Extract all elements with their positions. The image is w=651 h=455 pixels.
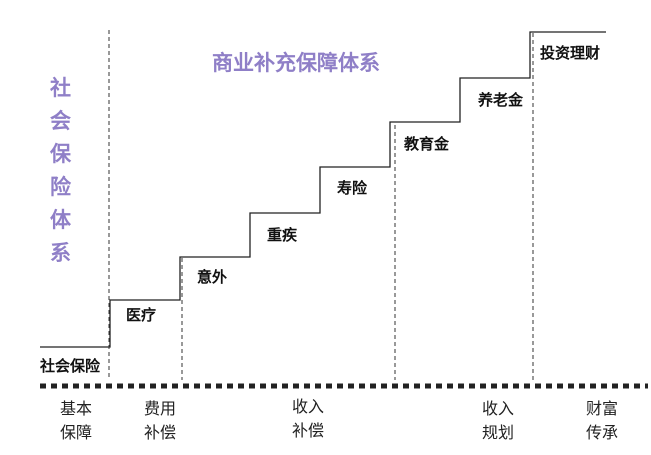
- step-investment: 投资理财: [540, 44, 600, 62]
- bottom-label-line: 收入: [292, 397, 324, 416]
- social-title-char: 系: [50, 241, 71, 265]
- bottom-label-line: 财富: [586, 399, 618, 418]
- social-title-char: 体: [50, 208, 72, 232]
- bottom-label-income-compensation: 收入 补偿: [292, 397, 324, 440]
- step-life-insurance: 寿险: [337, 179, 368, 197]
- social-insurance-title: 社 会 保 险 体 系: [49, 76, 72, 265]
- social-title-char: 社: [49, 76, 71, 100]
- bottom-label-income-planning: 收入 规划: [482, 399, 514, 442]
- bottom-label-line: 收入: [482, 399, 514, 418]
- bottom-label-basic-protection: 基本 保障: [60, 399, 92, 442]
- social-title-char: 会: [50, 109, 71, 133]
- social-title-char: 险: [50, 175, 72, 199]
- bottom-label-line: 规划: [482, 423, 514, 442]
- step-accident: 意外: [197, 268, 227, 286]
- bottom-label-cost-compensation: 费用 补偿: [144, 399, 176, 442]
- staircase-outline: [40, 31, 606, 348]
- step-medical: 医疗: [126, 306, 156, 324]
- step-social-insurance: 社会保险: [39, 357, 101, 375]
- bottom-label-line: 补偿: [144, 423, 176, 442]
- commercial-insurance-title: 商业补充保障体系: [212, 51, 380, 75]
- social-title-char: 保: [49, 142, 72, 166]
- step-pension: 养老金: [477, 91, 524, 109]
- bottom-label-line: 传承: [586, 423, 618, 442]
- bottom-label-line: 基本: [60, 399, 92, 418]
- bottom-label-wealth-inheritance: 财富 传承: [586, 399, 618, 442]
- step-critical-illness: 重疾: [267, 226, 298, 244]
- bottom-label-line: 保障: [60, 423, 92, 442]
- bottom-label-line: 费用: [144, 399, 176, 418]
- bottom-label-line: 补偿: [292, 421, 324, 440]
- step-education-fund: 教育金: [403, 135, 450, 153]
